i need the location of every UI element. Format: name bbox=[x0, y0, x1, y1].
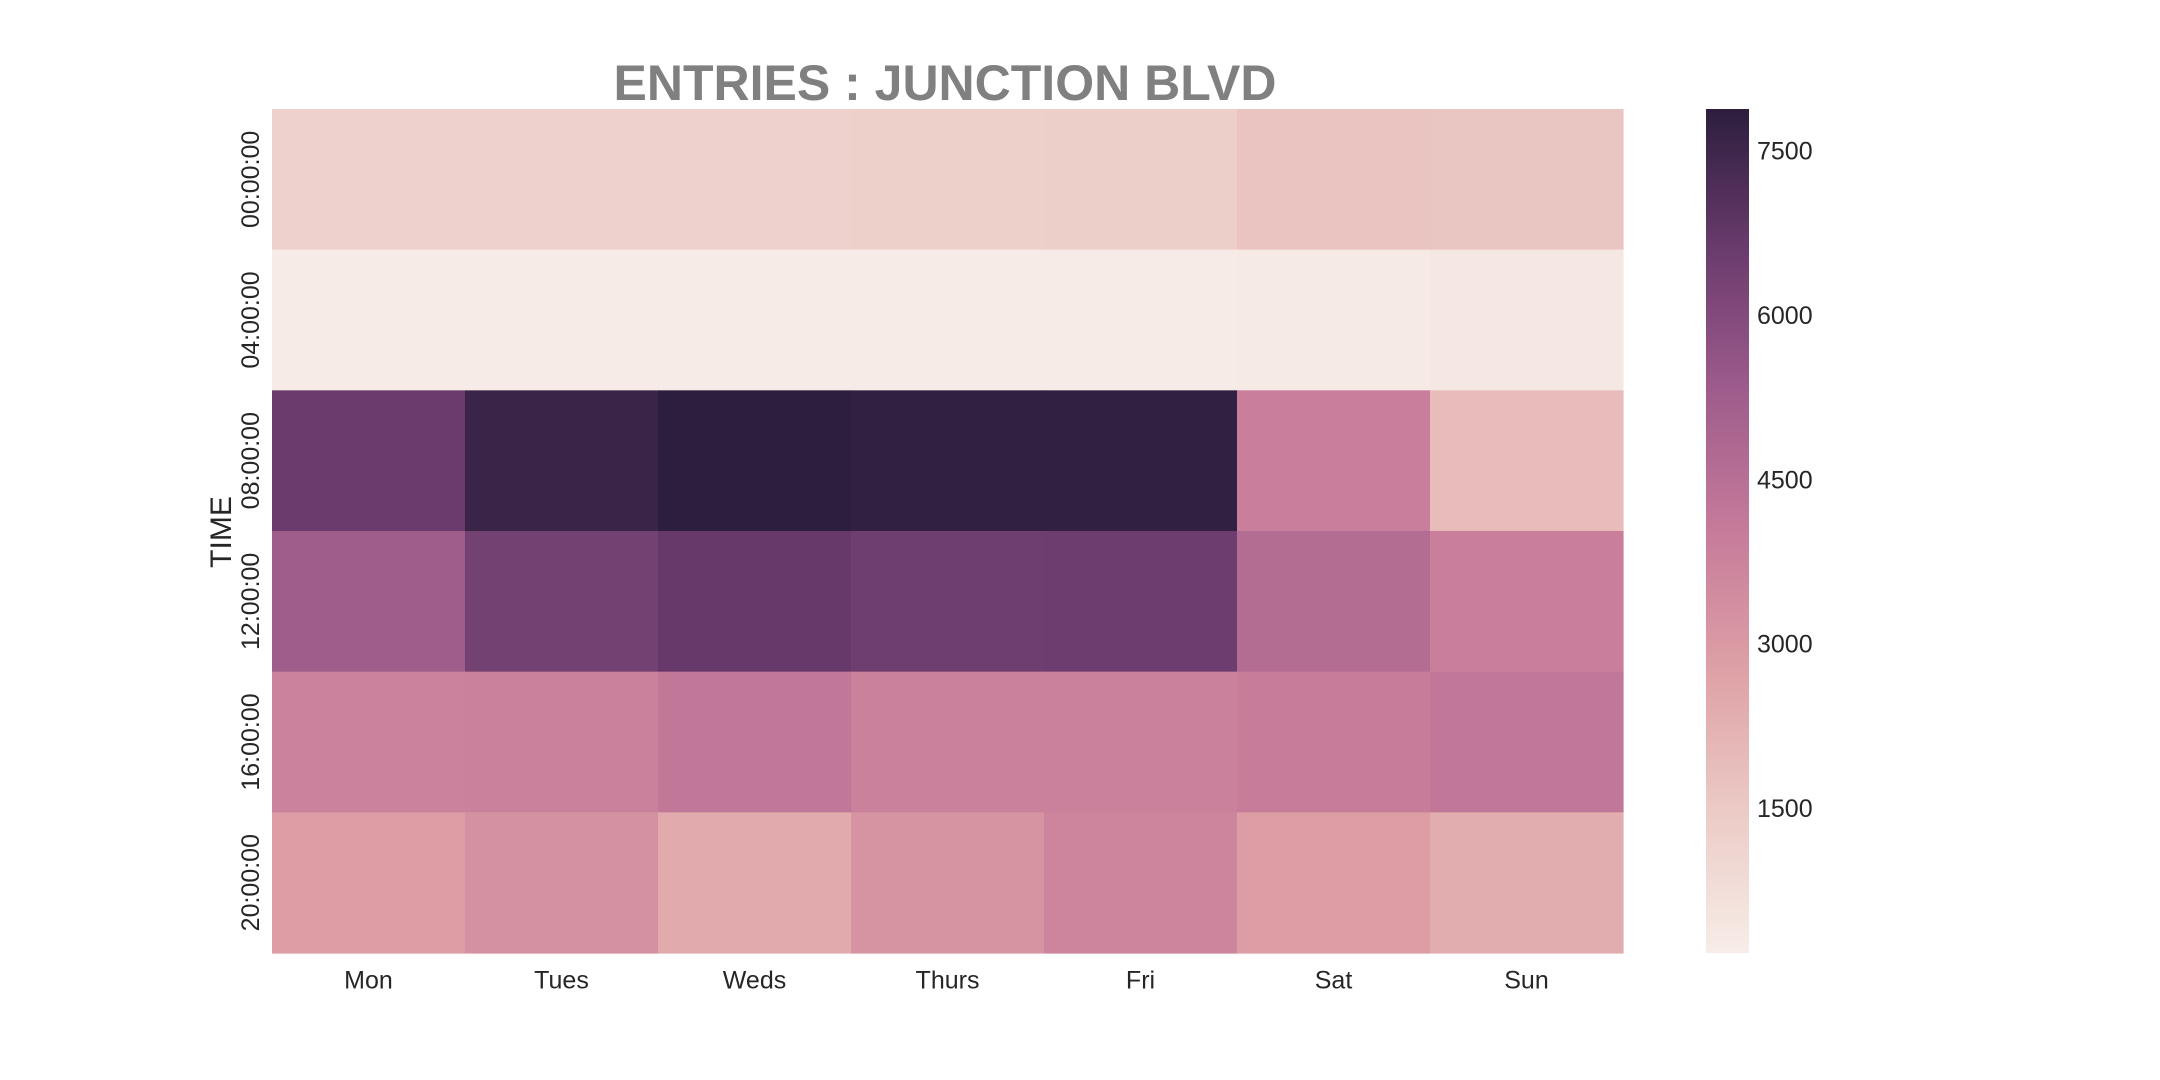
heatmap-cell bbox=[1430, 531, 1624, 673]
heatmap-cell bbox=[658, 249, 852, 391]
heatmap-cell bbox=[465, 109, 659, 251]
heatmap-cell bbox=[272, 390, 466, 532]
chart-title: ENTRIES : JUNCTION BLVD bbox=[614, 55, 1277, 111]
colorbar-tick-label: 3000 bbox=[1757, 631, 1813, 659]
heatmap-cell bbox=[1237, 109, 1431, 251]
x-tick-label: Fri bbox=[1126, 967, 1155, 995]
heatmap-cells bbox=[272, 109, 1624, 954]
colorbar-tick-label: 6000 bbox=[1757, 302, 1813, 330]
heatmap-cell bbox=[1237, 390, 1431, 532]
heatmap-cell bbox=[658, 109, 852, 251]
heatmap-cell bbox=[851, 249, 1045, 391]
heatmap-cell bbox=[1237, 812, 1431, 954]
x-tick-label: Weds bbox=[723, 967, 786, 995]
y-tick-label: 08:00:00 bbox=[237, 412, 265, 509]
heatmap-cell bbox=[1237, 531, 1431, 673]
heatmap-cell bbox=[851, 671, 1045, 813]
heatmap-cell bbox=[1044, 390, 1238, 532]
x-tick-label: Thurs bbox=[916, 967, 980, 995]
heatmap-cell bbox=[1237, 671, 1431, 813]
y-axis-label: TIME bbox=[205, 496, 238, 568]
heatmap-cell bbox=[465, 671, 659, 813]
colorbar-tick-label: 1500 bbox=[1757, 795, 1813, 823]
heatmap-cell bbox=[851, 812, 1045, 954]
heatmap-cell bbox=[465, 812, 659, 954]
x-tick-label: Mon bbox=[344, 967, 393, 995]
heatmap-cell bbox=[465, 390, 659, 532]
y-tick-labels: 00:00:00 04:00:00 08:00:00 12:00:00 16:00:00… bbox=[237, 131, 265, 932]
heatmap-cell bbox=[1430, 109, 1624, 251]
y-tick-label: 12:00:00 bbox=[237, 553, 265, 650]
x-tick-label: Tues bbox=[534, 967, 589, 995]
heatmap-cell bbox=[1237, 249, 1431, 391]
y-tick-label: 20:00:00 bbox=[237, 834, 265, 931]
heatmap-cell bbox=[851, 390, 1045, 532]
heatmap-cell bbox=[658, 390, 852, 532]
heatmap-cell bbox=[1430, 671, 1624, 813]
heatmap-cell bbox=[272, 812, 466, 954]
x-tick-label: Sun bbox=[1504, 967, 1548, 995]
heatmap-cell bbox=[1044, 531, 1238, 673]
heatmap-cell bbox=[1044, 249, 1238, 391]
heatmap-cell bbox=[1430, 249, 1624, 391]
colorbar-tick-label: 7500 bbox=[1757, 137, 1813, 165]
colorbar-tick-labels: 1500 3000 4500 6000 7500 bbox=[1757, 137, 1813, 823]
heatmap-cell bbox=[272, 109, 466, 251]
heatmap-cell bbox=[1044, 109, 1238, 251]
y-tick-label: 16:00:00 bbox=[237, 693, 265, 790]
heatmap-cell bbox=[851, 109, 1045, 251]
heatmap-cell bbox=[1044, 671, 1238, 813]
colorbar-tick-label: 4500 bbox=[1757, 466, 1813, 494]
y-tick-label: 04:00:00 bbox=[237, 271, 265, 368]
heatmap-cell bbox=[658, 812, 852, 954]
heatmap-cell bbox=[1430, 390, 1624, 532]
heatmap-cell bbox=[272, 531, 466, 673]
heatmap-cell bbox=[272, 671, 466, 813]
colorbar bbox=[1706, 109, 1749, 953]
heatmap-cell bbox=[1044, 812, 1238, 954]
heatmap-cell bbox=[658, 531, 852, 673]
heatmap-cell bbox=[658, 671, 852, 813]
x-tick-labels: Mon Tues Weds Thurs Fri Sat Sun bbox=[344, 967, 1549, 995]
heatmap-cell bbox=[465, 531, 659, 673]
x-tick-label: Sat bbox=[1315, 967, 1353, 995]
heatmap-cell bbox=[272, 249, 466, 391]
heatmap-cell bbox=[465, 249, 659, 391]
heatmap-cell bbox=[851, 531, 1045, 673]
heatmap-cell bbox=[1430, 812, 1624, 954]
y-tick-label: 00:00:00 bbox=[237, 131, 265, 228]
